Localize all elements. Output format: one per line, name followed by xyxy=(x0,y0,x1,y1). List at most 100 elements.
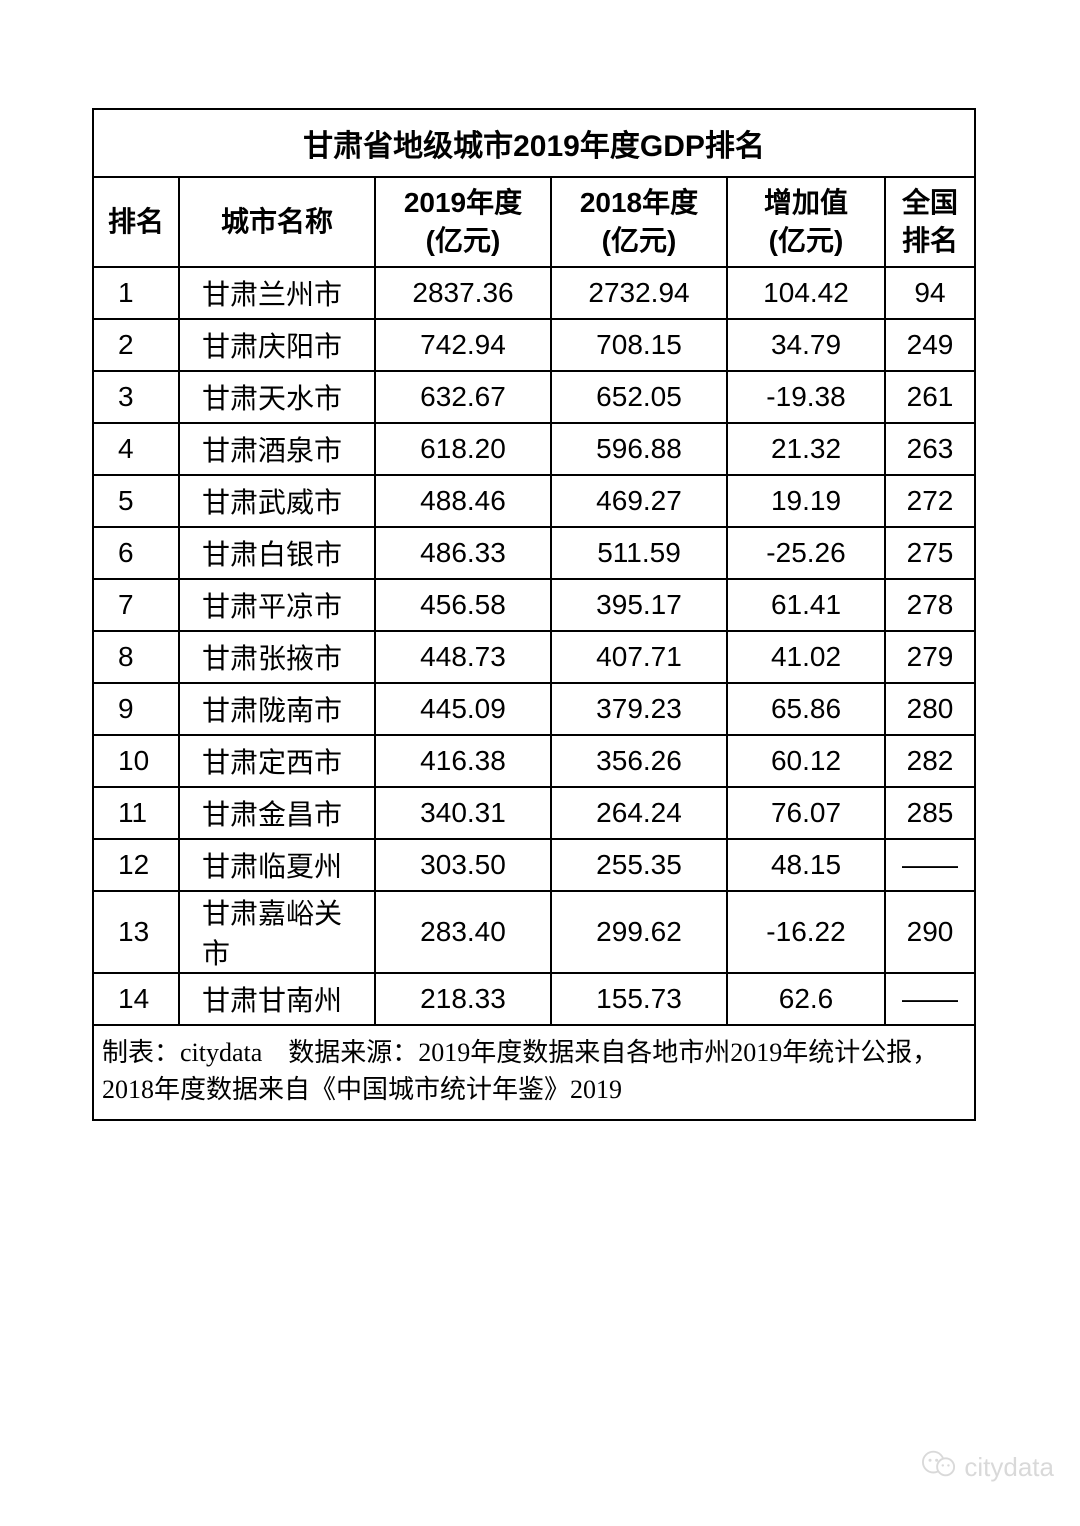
cell-nation: 290 xyxy=(885,891,975,973)
col-header-2018: 2018年度 (亿元) xyxy=(551,177,727,267)
watermark-text: citydata xyxy=(964,1452,1054,1483)
cell-rank: 6 xyxy=(93,527,179,579)
cell-city: 甘肃张掖市 xyxy=(179,631,375,683)
watermark: citydata xyxy=(922,1449,1054,1486)
table-row: 14甘肃甘南州218.33155.7362.6—— xyxy=(93,973,975,1025)
cell-2018: 356.26 xyxy=(551,735,727,787)
cell-rank: 4 xyxy=(93,423,179,475)
cell-2019: 448.73 xyxy=(375,631,551,683)
cell-city: 甘肃定西市 xyxy=(179,735,375,787)
col-header-2019-line2: (亿元) xyxy=(380,222,546,260)
col-header-delta-line1: 增加值 xyxy=(732,184,880,222)
table-row: 12甘肃临夏州303.50255.3548.15—— xyxy=(93,839,975,891)
table-row: 5甘肃武威市488.46469.2719.19272 xyxy=(93,475,975,527)
col-header-nation-line2: 排名 xyxy=(890,222,970,260)
cell-city: 甘肃金昌市 xyxy=(179,787,375,839)
cell-2018: 379.23 xyxy=(551,683,727,735)
cell-2019: 742.94 xyxy=(375,319,551,371)
cell-delta: 62.6 xyxy=(727,973,885,1025)
cell-2018: 469.27 xyxy=(551,475,727,527)
cell-rank: 3 xyxy=(93,371,179,423)
cell-rank: 9 xyxy=(93,683,179,735)
cell-2019: 456.58 xyxy=(375,579,551,631)
cell-nation: 94 xyxy=(885,267,975,319)
table-body: 1甘肃兰州市2837.362732.94104.42942甘肃庆阳市742.94… xyxy=(93,267,975,1025)
wechat-icon xyxy=(922,1449,956,1486)
cell-2018: 255.35 xyxy=(551,839,727,891)
cell-2018: 2732.94 xyxy=(551,267,727,319)
cell-delta: 76.07 xyxy=(727,787,885,839)
cell-city: 甘肃酒泉市 xyxy=(179,423,375,475)
table-row: 9甘肃陇南市445.09379.2365.86280 xyxy=(93,683,975,735)
cell-2019: 486.33 xyxy=(375,527,551,579)
cell-city: 甘肃陇南市 xyxy=(179,683,375,735)
col-header-2019: 2019年度 (亿元) xyxy=(375,177,551,267)
cell-rank: 14 xyxy=(93,973,179,1025)
cell-city: 甘肃白银市 xyxy=(179,527,375,579)
cell-rank: 7 xyxy=(93,579,179,631)
col-header-2018-line2: (亿元) xyxy=(556,222,722,260)
table-row: 2甘肃庆阳市742.94708.1534.79249 xyxy=(93,319,975,371)
cell-rank: 8 xyxy=(93,631,179,683)
cell-nation: —— xyxy=(885,973,975,1025)
cell-2019: 303.50 xyxy=(375,839,551,891)
table-row: 1甘肃兰州市2837.362732.94104.4294 xyxy=(93,267,975,319)
page: 甘肃省地级城市2019年度GDP排名 排名 城市名称 2019年度 (亿元) 2… xyxy=(0,0,1080,1526)
col-header-city: 城市名称 xyxy=(179,177,375,267)
cell-2018: 511.59 xyxy=(551,527,727,579)
col-header-nation-line1: 全国 xyxy=(890,184,970,222)
cell-nation: 282 xyxy=(885,735,975,787)
table-row: 8甘肃张掖市448.73407.7141.02279 xyxy=(93,631,975,683)
cell-rank: 10 xyxy=(93,735,179,787)
table-row: 13甘肃嘉峪关市283.40299.62-16.22290 xyxy=(93,891,975,973)
col-header-rank-label: 排名 xyxy=(108,206,164,237)
cell-2019: 488.46 xyxy=(375,475,551,527)
cell-nation: 278 xyxy=(885,579,975,631)
cell-rank: 11 xyxy=(93,787,179,839)
table-title: 甘肃省地级城市2019年度GDP排名 xyxy=(93,109,975,177)
cell-2019: 445.09 xyxy=(375,683,551,735)
cell-nation: —— xyxy=(885,839,975,891)
cell-delta: 41.02 xyxy=(727,631,885,683)
col-header-city-label: 城市名称 xyxy=(221,206,333,237)
cell-delta: -25.26 xyxy=(727,527,885,579)
cell-nation: 263 xyxy=(885,423,975,475)
cell-delta: 34.79 xyxy=(727,319,885,371)
cell-2019: 218.33 xyxy=(375,973,551,1025)
cell-nation: 249 xyxy=(885,319,975,371)
cell-delta: 48.15 xyxy=(727,839,885,891)
gdp-ranking-table: 甘肃省地级城市2019年度GDP排名 排名 城市名称 2019年度 (亿元) 2… xyxy=(92,108,976,1121)
cell-rank: 13 xyxy=(93,891,179,973)
cell-nation: 272 xyxy=(885,475,975,527)
cell-city: 甘肃兰州市 xyxy=(179,267,375,319)
col-header-delta: 增加值 (亿元) xyxy=(727,177,885,267)
cell-rank: 1 xyxy=(93,267,179,319)
table-row: 3甘肃天水市632.67652.05-19.38261 xyxy=(93,371,975,423)
cell-2019: 340.31 xyxy=(375,787,551,839)
cell-2019: 632.67 xyxy=(375,371,551,423)
cell-2018: 155.73 xyxy=(551,973,727,1025)
cell-nation: 280 xyxy=(885,683,975,735)
cell-city: 甘肃武威市 xyxy=(179,475,375,527)
col-header-nation: 全国 排名 xyxy=(885,177,975,267)
cell-nation: 279 xyxy=(885,631,975,683)
cell-rank: 12 xyxy=(93,839,179,891)
cell-2018: 652.05 xyxy=(551,371,727,423)
cell-delta: -19.38 xyxy=(727,371,885,423)
cell-2019: 618.20 xyxy=(375,423,551,475)
table-row: 6甘肃白银市486.33511.59-25.26275 xyxy=(93,527,975,579)
cell-delta: 61.41 xyxy=(727,579,885,631)
cell-delta: 21.32 xyxy=(727,423,885,475)
table-footer-note: 制表：citydata 数据来源：2019年度数据来自各地市州2019年统计公报… xyxy=(93,1025,975,1120)
table-row: 11甘肃金昌市340.31264.2476.07285 xyxy=(93,787,975,839)
cell-city: 甘肃甘南州 xyxy=(179,973,375,1025)
cell-2018: 407.71 xyxy=(551,631,727,683)
cell-rank: 2 xyxy=(93,319,179,371)
cell-nation: 261 xyxy=(885,371,975,423)
cell-city: 甘肃嘉峪关市 xyxy=(179,891,375,973)
col-header-2018-line1: 2018年度 xyxy=(556,184,722,222)
cell-delta: 65.86 xyxy=(727,683,885,735)
cell-city: 甘肃庆阳市 xyxy=(179,319,375,371)
col-header-delta-line2: (亿元) xyxy=(732,222,880,260)
cell-city: 甘肃临夏州 xyxy=(179,839,375,891)
